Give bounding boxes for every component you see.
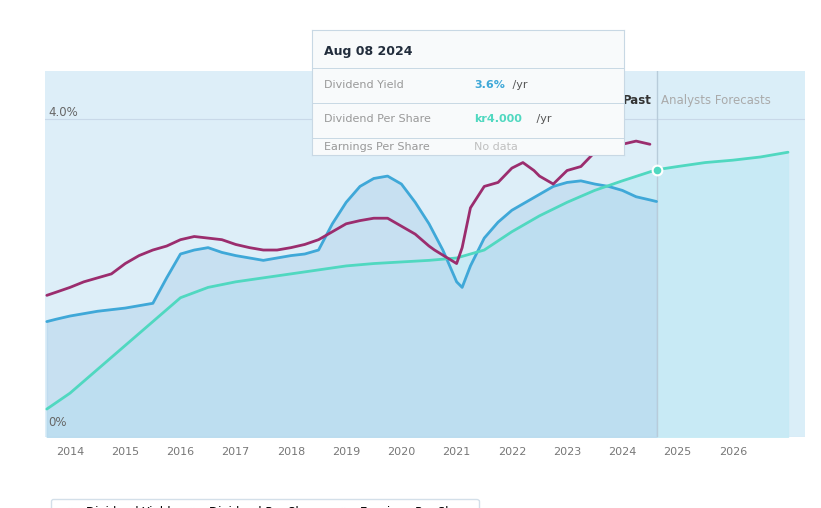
Text: Dividend Per Share: Dividend Per Share [324,114,431,124]
Text: No data: No data [475,142,518,152]
Legend: Dividend Yield, Dividend Per Share, Earnings Per Share: Dividend Yield, Dividend Per Share, Earn… [51,499,479,508]
Text: Earnings Per Share: Earnings Per Share [324,142,430,152]
Text: 0%: 0% [48,416,67,429]
Text: Aug 08 2024: Aug 08 2024 [324,45,413,58]
Bar [657,71,805,437]
Text: /yr: /yr [508,80,527,89]
Bar [45,71,657,437]
Text: Analysts Forecasts: Analysts Forecasts [661,94,771,107]
Text: 4.0%: 4.0% [48,106,78,119]
Text: /yr: /yr [534,114,552,124]
Text: Past: Past [623,94,652,107]
Text: kr4.000: kr4.000 [475,114,522,124]
Text: 3.6%: 3.6% [475,80,505,89]
Text: Dividend Yield: Dividend Yield [324,80,404,89]
